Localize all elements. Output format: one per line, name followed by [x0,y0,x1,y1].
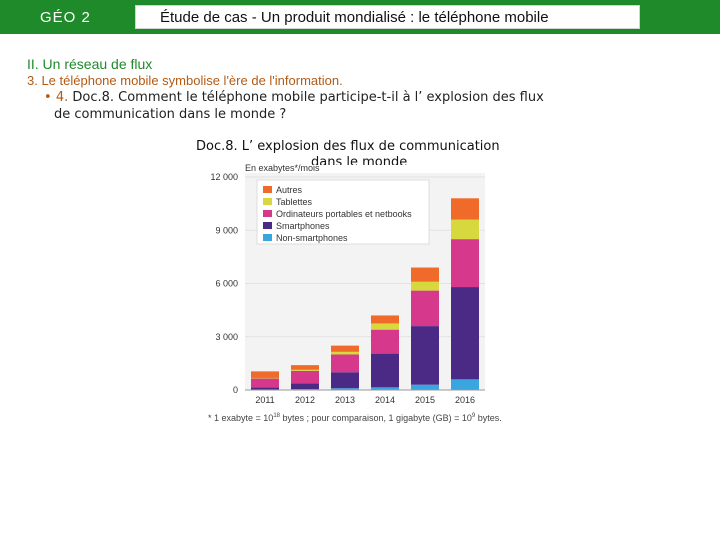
legend-swatch [263,198,272,205]
legend-swatch [263,234,272,241]
bar-segment [331,354,359,373]
legend-swatch [263,210,272,217]
question-text: Doc.8. Comment le téléphone mobile parti… [72,90,544,105]
x-tick-label: 2012 [295,395,315,405]
y-tick-label: 3 000 [215,332,238,342]
y-tick-label: 0 [233,385,238,395]
bar-segment [371,323,399,330]
x-tick-label: 2016 [455,395,475,405]
bar-segment [411,384,439,390]
bar-segment [451,198,479,220]
bar-segment [411,290,439,327]
bar-segment [331,388,359,390]
y-axis-label: En exabytes*/mois [245,163,320,173]
x-tick-label: 2011 [255,395,274,405]
y-tick-label: 9 000 [215,225,238,235]
bar-segment [251,371,279,378]
bar-segment [411,326,439,385]
legend-label: Autres [276,185,303,195]
bar-segment [371,387,399,390]
y-tick-label: 12 000 [210,172,238,182]
bar-segment [251,378,279,388]
question-number: 4. [55,90,69,105]
bar-segment [291,370,319,384]
bar-segment [291,365,319,370]
question-line-1: • 4. Doc.8. Comment le téléphone mobile … [44,90,544,105]
bar-segment [331,372,359,389]
bar-segment [451,287,479,380]
bar-segment [371,329,399,354]
bar-segment [291,383,319,390]
bar-segment [451,379,479,390]
bullet-icon: • [44,90,52,105]
x-tick-label: 2014 [375,395,395,405]
slide-title-box: Étude de cas - Un produit mondialisé : l… [135,5,640,29]
bar-segment [411,267,439,282]
chart-footnote: * 1 exabyte = 1018 bytes ; pour comparai… [208,413,502,423]
document-title: Doc.8. L’ explosion des flux de communic… [196,139,500,154]
y-tick-label: 6 000 [215,279,238,289]
bar-segment [331,345,359,352]
legend-swatch [263,222,272,229]
bar-segment [371,315,399,324]
bar-segment [371,353,399,388]
x-tick-label: 2013 [335,395,355,405]
bar-segment [291,369,319,371]
footnote-exponent-2: 9 [471,413,476,419]
legend-label: Smartphones [276,221,330,231]
footnote-exponent-1: 18 [273,413,280,419]
bar-segment [411,281,439,291]
bar-segment [331,351,359,355]
legend-label: Ordinateurs portables et netbooks [276,209,412,219]
question-line-2: de communication dans le monde ? [54,107,287,122]
legend-label: Non-smartphones [276,233,348,243]
section-heading: II. Un réseau de flux [27,56,153,72]
footnote-part-b: bytes ; pour comparaison, 1 gigabyte (GB… [280,413,472,423]
legend-box [256,179,430,245]
bar-segment [451,239,479,288]
bar-segment [251,387,279,390]
legend-label: Tablettes [276,197,313,207]
bar-segment [451,219,479,240]
x-tick-label: 2015 [415,395,435,405]
subsection-heading: 3. Le téléphone mobile symbolise l'ère d… [27,73,343,88]
course-label: GÉO 2 [40,9,91,26]
footnote-part-a: * 1 exabyte = 10 [208,413,274,423]
slide-title: Étude de cas - Un produit mondialisé : l… [160,9,549,26]
stacked-bar-chart: En exabytes*/mois 0 3 000 6 000 9 000 12 000 2… [210,163,485,405]
bar-segment [251,377,279,379]
legend-swatch [263,186,272,193]
header-bar: GÉO 2 Étude de cas - Un produit mondiali… [0,0,720,34]
document-title-cont: dans le monde [311,156,408,165]
footnote-part-c: bytes. [475,413,502,423]
